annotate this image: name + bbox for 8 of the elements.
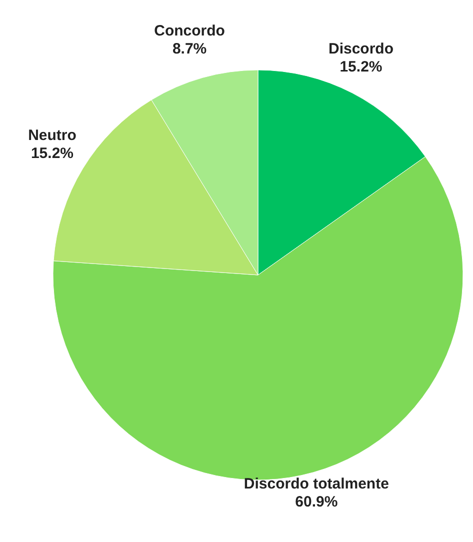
slice-label: Discordo: [328, 40, 394, 58]
slice-label: Concordo: [154, 22, 225, 40]
slice-label: Neutro: [28, 126, 76, 144]
data-label: 15.2%: [340, 58, 382, 76]
data-label: 15.2%: [30, 144, 74, 162]
data-label: 8.7%: [172, 40, 207, 58]
slice-label: Discordo totalmente: [244, 475, 389, 492]
data-label: 60.9%: [295, 493, 338, 510]
